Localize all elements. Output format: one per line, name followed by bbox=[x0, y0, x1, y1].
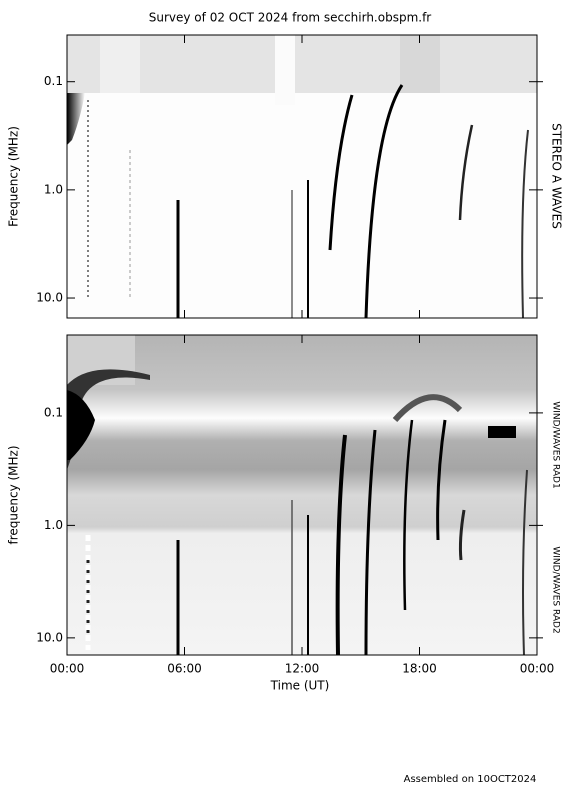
instrument-label: WIND/WAVES RAD1 bbox=[551, 401, 561, 488]
x-tick-label: 06:00 bbox=[167, 662, 202, 676]
chart-title: Survey of 02 OCT 2024 from secchirh.obsp… bbox=[149, 11, 432, 25]
x-tick-label: 12:00 bbox=[285, 662, 320, 676]
x-tick-label: 18:00 bbox=[402, 662, 437, 676]
x-tick-label: 00:00 bbox=[50, 662, 85, 676]
y-tick-label: 10.0 bbox=[36, 291, 63, 305]
instrument-label: STEREO A WAVES bbox=[550, 123, 564, 229]
footer: Assembled on 10OCT2024 bbox=[404, 774, 537, 785]
y-tick-label: 0.1 bbox=[44, 405, 63, 419]
y-axis-label: Frequency (MHz) bbox=[7, 126, 21, 227]
y-tick-label: 1.0 bbox=[44, 518, 63, 532]
y-tick-label: 10.0 bbox=[36, 630, 63, 644]
y-axis-label: frequency (MHz) bbox=[7, 445, 21, 544]
y-tick-label: 1.0 bbox=[44, 182, 63, 196]
spectrogram-image bbox=[67, 335, 537, 655]
spectrogram-image bbox=[67, 35, 537, 318]
x-tick-label: 00:00 bbox=[520, 662, 555, 676]
x-axis-label: Time (UT) bbox=[270, 679, 330, 693]
y-tick-label: 0.1 bbox=[44, 74, 63, 88]
instrument-label: WIND/WAVES RAD2 bbox=[551, 546, 561, 633]
